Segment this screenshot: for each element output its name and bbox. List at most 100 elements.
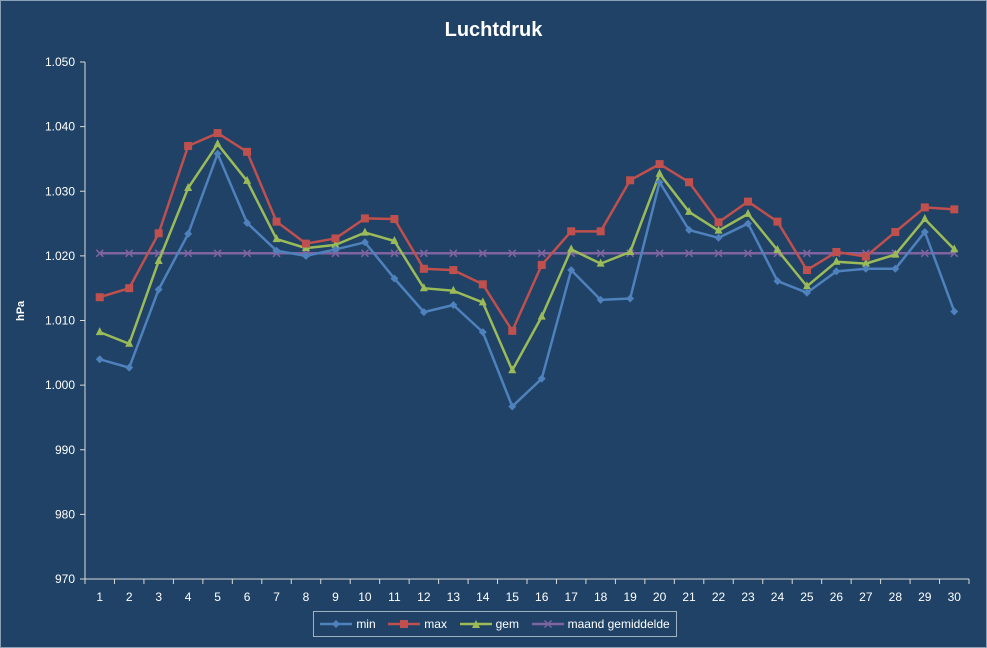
x-tick-label: 7 [273,590,280,604]
series-maand-gemiddelde-point [213,249,222,258]
x-tick-label: 15 [506,590,520,604]
series-maand-gemiddelde-point [596,249,605,258]
series-maand-gemiddelde-point [419,249,428,258]
series-min-point [950,307,959,316]
series-min-line [99,152,956,408]
series-gem-point [390,236,399,245]
series-max-point [331,234,340,243]
series-min-point [449,300,458,309]
series-gem-point [154,256,163,265]
series-gem-point [802,281,811,290]
y-tick-label: 1.020 [45,249,75,263]
series-maand-gemiddelde-point [125,249,134,258]
x-tick-label: 27 [859,590,873,604]
legend-label: min [356,617,376,631]
series-maand-gemiddelde-point [478,249,487,258]
x-tick-label: 8 [303,590,310,604]
legend-marker [332,620,341,628]
y-tick-label: 1.040 [45,120,75,134]
x-tick-label: 22 [712,590,726,604]
series-min-point [331,245,340,254]
series-max-point [891,227,900,236]
legend-swatch [320,620,353,628]
y-tick-label: 970 [55,572,75,586]
series-gem-point [950,244,959,253]
series-maand-gemiddelde-point [360,249,369,258]
series-gem-point [626,246,635,255]
series-maand-gemiddelde-point [537,249,546,258]
series-max-point [802,266,811,275]
x-tick-label: 26 [830,590,844,604]
series-gem-line [99,142,956,372]
series-gem-point [243,175,252,184]
series-maand-gemiddelde-point [184,249,193,258]
series-gem-point [744,208,752,217]
x-tick-label: 3 [155,590,162,604]
series-min-point [184,229,193,238]
y-tick-label: 1.000 [45,378,75,392]
series-max-point [449,266,458,275]
chart-title: Luchtdruk [444,19,543,41]
series-min-point [685,226,694,235]
series-min-point [154,285,163,294]
y-tick-label: 1.010 [45,314,75,328]
x-tick-label: 20 [653,590,667,604]
legend: min max gem maand gemiddelde [313,611,677,637]
series-max-point [478,280,487,289]
series-gem-point [184,183,193,192]
series-max-point [655,160,664,169]
series-max-point [213,129,222,138]
x-tick-label: 5 [214,590,221,604]
series-maand-gemiddelde-point [743,249,753,258]
series-min-point [360,238,369,247]
x-tick-label: 12 [417,590,431,604]
series-max-point [626,176,635,185]
series-min-point [802,288,811,297]
series-gem-point [419,283,428,292]
legend-marker [471,620,480,628]
series-gem-point [567,244,576,253]
series-gem-point [685,206,694,215]
series-min-point [773,277,782,286]
series-gem-point [331,239,340,248]
x-tick-label: 10 [358,590,372,604]
x-tick-label: 6 [244,590,251,604]
series-max-point [419,264,428,273]
series-maand-gemiddelde-point [508,249,517,258]
series-gem-point [360,227,369,236]
series-min-point [891,264,900,273]
series-max-point [950,205,959,214]
legend-swatch [388,620,421,628]
x-tick-label: 13 [447,590,461,604]
x-tick-label: 29 [918,590,932,604]
x-tick-label: 19 [623,590,637,604]
series-min-point [832,267,841,276]
series-gem-point [773,245,782,254]
x-tick-label: 23 [741,590,755,604]
series-min-point [508,402,517,411]
series-min-point [213,149,222,158]
legend-swatch [531,619,564,629]
series-max-point [184,142,193,151]
series-gem-point [508,365,517,374]
y-tick-label: 1.030 [45,184,75,198]
series-max-point [920,203,929,212]
series-max-point [596,227,605,236]
series-min-point [744,219,752,228]
x-tick-label: 24 [771,590,785,604]
legend-marker [543,619,552,629]
series-min-point [626,294,635,303]
series-max-point [508,326,517,335]
series-min-point [596,295,605,304]
legend-label: max [424,617,447,631]
x-tick-label: 16 [535,590,549,604]
legend-marker [400,620,409,628]
series-gem-point [861,258,870,267]
series-min-point [478,328,487,337]
series-maand-gemiddelde-point [655,249,664,258]
series-maand-gemiddelde-point [685,249,694,258]
series-gem-point [125,338,134,347]
series-max-point [125,284,134,293]
